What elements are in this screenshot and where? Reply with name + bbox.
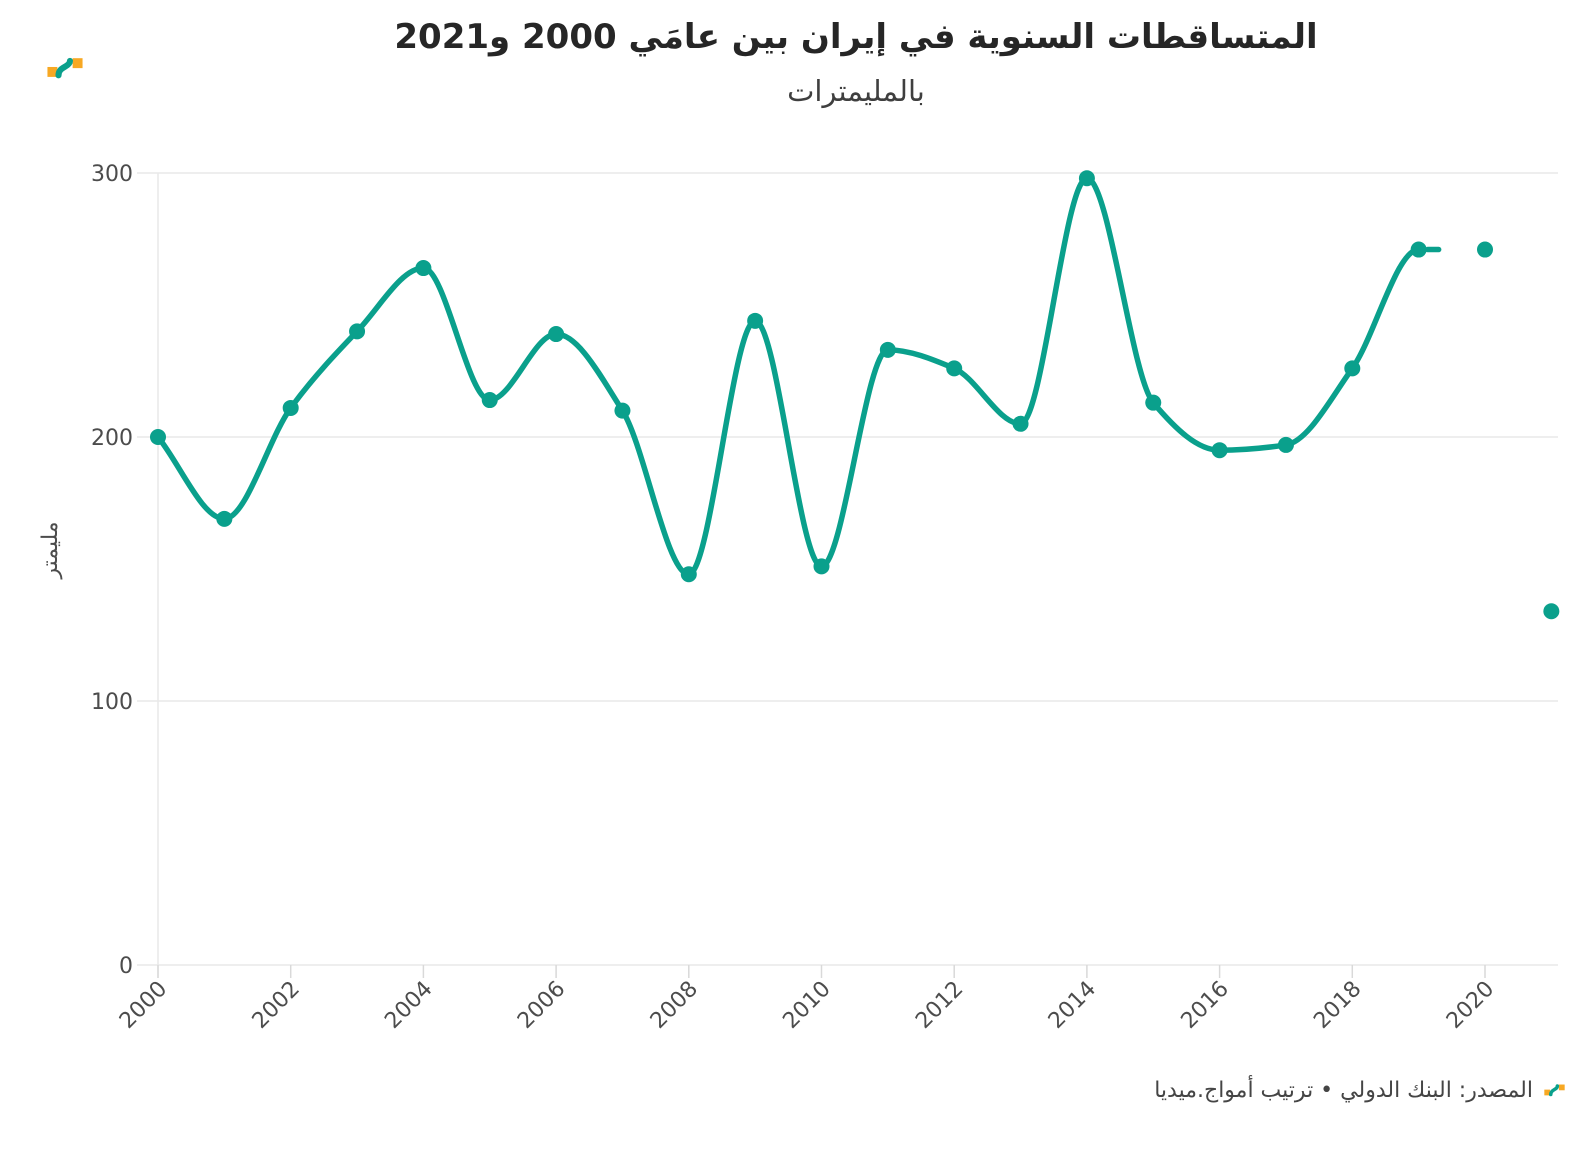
x-tick-label-2002: 2002 [248,977,305,1034]
data-point-2011 [879,341,896,358]
data-point-2017 [1277,436,1294,453]
data-point-2008 [680,566,697,583]
data-point-2001 [216,510,233,527]
data-point-2014 [1078,170,1095,187]
x-tick-label-2018: 2018 [1309,977,1366,1034]
data-point-2009 [747,312,764,329]
data-point-2021 [1543,603,1560,620]
x-tick-label-2010: 2010 [778,977,835,1034]
data-point-2002 [282,399,299,416]
page-subtitle: بالمليمترات [787,74,925,108]
data-point-2006 [548,326,565,343]
x-tick-label-2004: 2004 [380,977,437,1034]
amwaj-logo-small [1543,1082,1566,1099]
y-tick-label-100: 100 [91,690,133,715]
y-tick-label-0: 0 [119,954,133,979]
data-point-2007 [614,402,631,419]
data-point-2018 [1344,360,1361,377]
x-tick-label-2014: 2014 [1044,977,1101,1034]
amwaj-logo [44,54,86,83]
data-point-2015 [1145,394,1162,411]
x-tick-label-2016: 2016 [1177,977,1234,1034]
precipitation-line [155,175,1422,578]
data-point-2020 [1477,241,1493,258]
data-point-2016 [1211,442,1228,459]
data-point-2004 [415,260,432,277]
amwaj-logo-graphic [47,57,83,79]
logo-square-top-right-icon [1558,1084,1565,1091]
x-tick-label-2020: 2020 [1442,977,1499,1034]
x-tick-label-2012: 2012 [911,977,968,1034]
y-tick-label-300: 300 [91,162,133,187]
data-point-2010 [813,558,830,575]
y-tick-label-200: 200 [91,426,133,451]
data-point-2012 [946,360,963,377]
x-tick-label-2006: 2006 [513,977,570,1034]
source-row: المصدر: البنك الدولي • ترتيب أمواج.ميديا [1154,1078,1566,1103]
data-point-2019 [1410,241,1427,258]
page-title: المتساقطات السنوية في إيران بين عامَي 20… [394,17,1318,57]
data-point-2005 [481,392,498,409]
source-text: المصدر: البنك الدولي • ترتيب أمواج.ميديا [1154,1078,1533,1103]
logo-wave-icon [1548,1084,1560,1097]
amwaj-logo-small-graphic [1544,1084,1565,1097]
data-point-2013 [1012,415,1029,432]
logo-square-bottom-left-icon [1544,1089,1551,1096]
y-axis-unit-label: مليمتر [38,521,63,579]
data-point-2003 [349,323,366,340]
x-tick-label-2000: 2000 [115,977,172,1034]
x-tick-label-2008: 2008 [646,977,703,1034]
logo-wave-icon [55,57,74,79]
logo-square-top-right-icon [72,58,83,69]
data-point-2000 [150,429,166,445]
logo-square-bottom-left-icon [47,66,58,77]
